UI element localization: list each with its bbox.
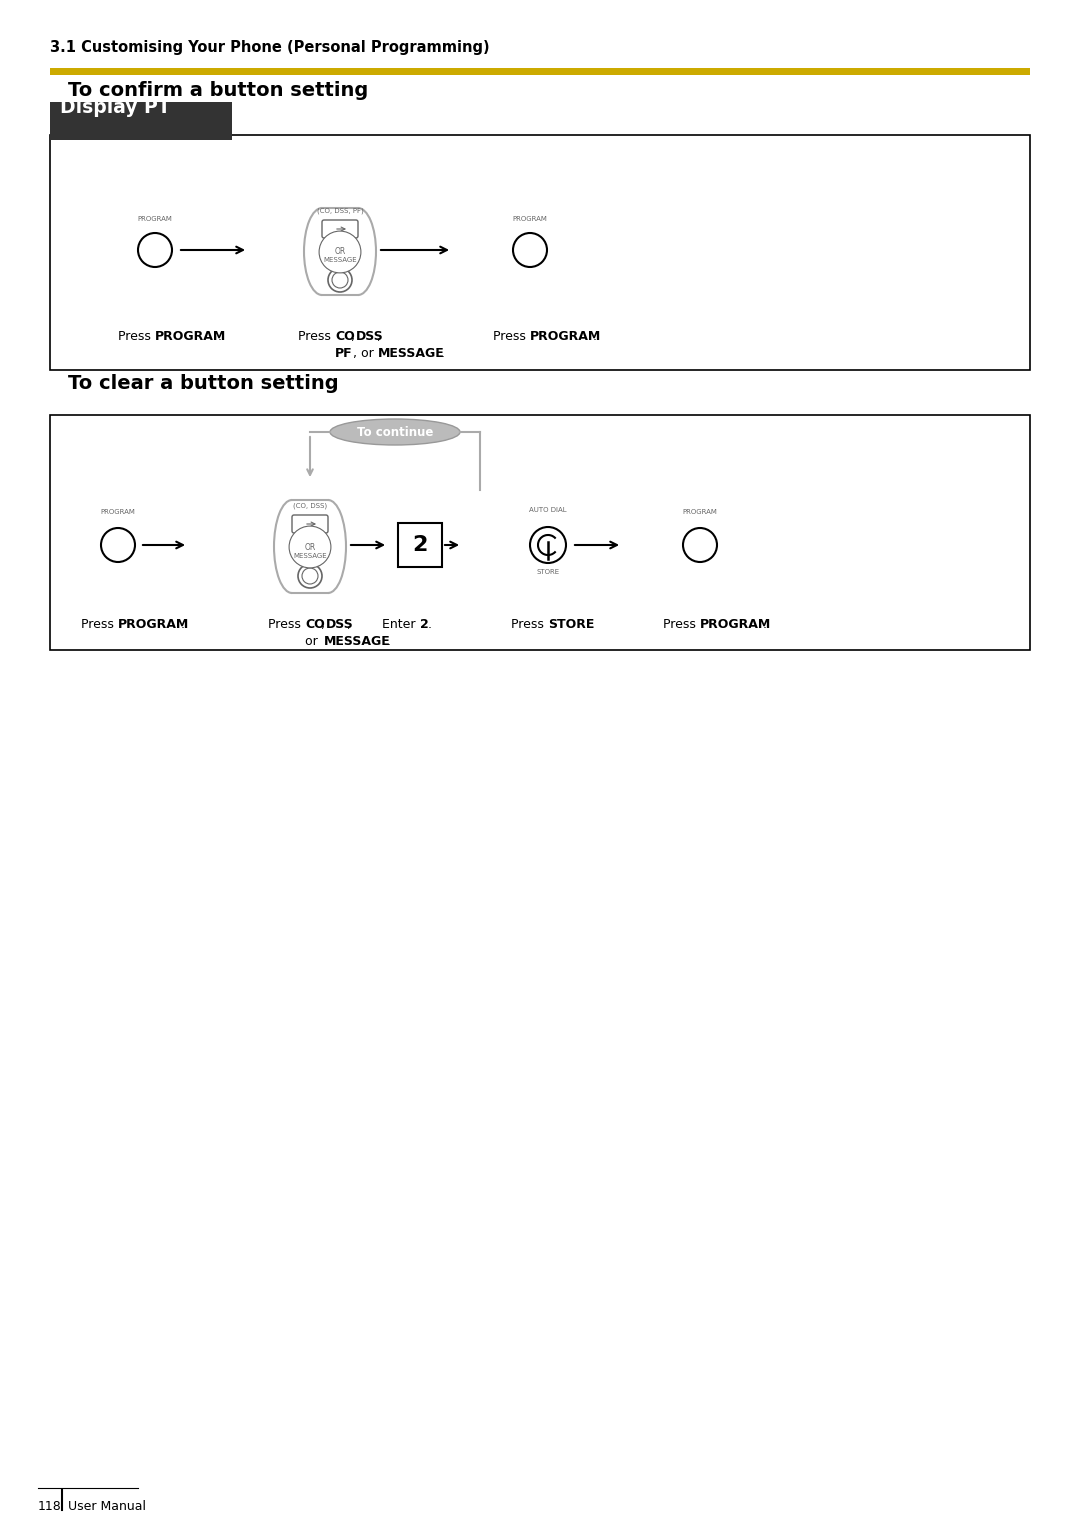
Text: MESSAGE: MESSAGE [323,257,356,263]
Text: To confirm a button setting: To confirm a button setting [68,81,368,99]
Text: (CO, DSS, PF): (CO, DSS, PF) [316,208,363,214]
Text: MESSAGE: MESSAGE [324,636,391,648]
Text: PROGRAM: PROGRAM [156,330,226,342]
Text: STORE: STORE [537,568,559,575]
Text: ,: , [347,617,351,631]
FancyBboxPatch shape [399,523,442,567]
Text: PROGRAM: PROGRAM [530,330,602,342]
Text: CO: CO [335,330,354,342]
Text: PROGRAM: PROGRAM [118,617,189,631]
Text: 3.1 Customising Your Phone (Personal Programming): 3.1 Customising Your Phone (Personal Pro… [50,40,489,55]
Bar [50,416,1030,649]
Text: OR: OR [335,248,346,257]
Text: ,: , [377,330,381,342]
Text: Press: Press [118,330,156,342]
Bar [50,134,1030,370]
Text: Enter: Enter [382,617,420,631]
Text: PROGRAM: PROGRAM [683,509,717,515]
Text: 2: 2 [413,535,428,555]
Text: PROGRAM: PROGRAM [700,617,771,631]
Text: Press: Press [494,330,530,342]
Ellipse shape [330,419,460,445]
Bar [50,69,1030,75]
Text: To clear a button setting: To clear a button setting [68,374,339,393]
Text: 118: 118 [38,1500,62,1513]
Text: ,: , [321,617,329,631]
Text: .: . [387,636,391,648]
Text: .: . [181,617,185,631]
Text: 2: 2 [420,617,429,631]
Text: OR: OR [305,542,315,552]
Text: .: . [428,617,432,631]
Text: PROGRAM: PROGRAM [100,509,135,515]
Bar [50,102,232,141]
Text: ,: , [351,330,359,342]
Text: PF: PF [335,347,353,361]
Text: .: . [762,617,767,631]
Text: MESSAGE: MESSAGE [378,347,445,361]
Text: Press: Press [663,617,700,631]
Text: , or: , or [353,347,378,361]
Text: (CO, DSS): (CO, DSS) [293,503,327,509]
Text: Press: Press [268,617,305,631]
Text: DSS: DSS [326,617,354,631]
Text: Press: Press [511,617,548,631]
Text: Press: Press [298,330,335,342]
Text: CO: CO [305,617,325,631]
Text: or: or [305,636,322,648]
Text: User Manual: User Manual [68,1500,146,1513]
Text: PROGRAM: PROGRAM [513,215,548,222]
FancyBboxPatch shape [292,515,328,533]
Text: DSS: DSS [356,330,383,342]
Text: .: . [218,330,222,342]
Text: PROGRAM: PROGRAM [137,215,173,222]
Text: Press: Press [81,617,118,631]
Text: AUTO DIAL: AUTO DIAL [529,507,567,513]
Text: .: . [586,617,590,631]
Text: Display PT: Display PT [60,98,171,118]
FancyBboxPatch shape [322,220,357,238]
Text: .: . [441,347,445,361]
Text: To continue: To continue [356,425,433,439]
Text: MESSAGE: MESSAGE [293,553,327,559]
Text: STORE: STORE [548,617,594,631]
Text: .: . [593,330,597,342]
